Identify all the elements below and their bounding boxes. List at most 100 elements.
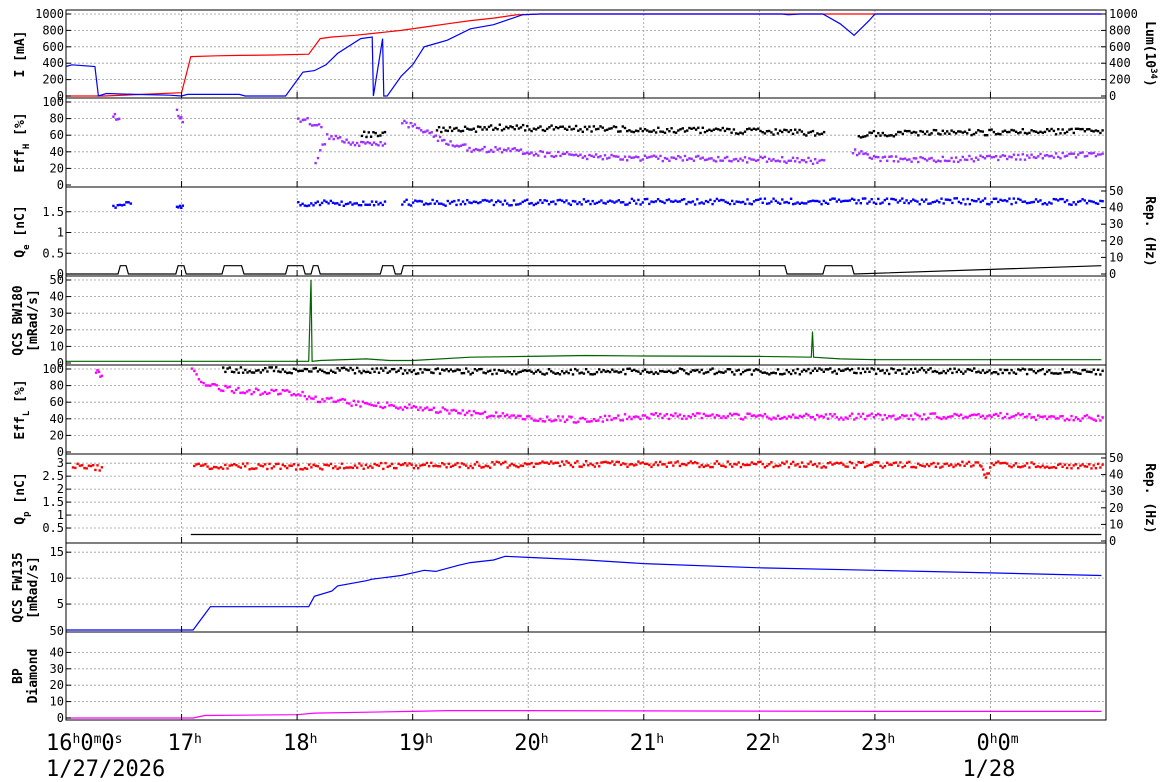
data-point bbox=[848, 369, 852, 372]
data-point bbox=[395, 467, 398, 470]
data-point bbox=[850, 197, 854, 200]
data-point bbox=[326, 133, 329, 136]
data-point bbox=[1054, 372, 1058, 375]
data-point bbox=[672, 200, 675, 203]
data-point bbox=[713, 416, 716, 419]
x-tick-label-part: m bbox=[1011, 732, 1019, 747]
data-point bbox=[1072, 419, 1075, 422]
data-point bbox=[477, 201, 480, 205]
data-point bbox=[835, 200, 838, 203]
data-point bbox=[261, 369, 265, 372]
data-point bbox=[470, 414, 473, 417]
data-point bbox=[612, 417, 616, 420]
data-point bbox=[676, 370, 679, 373]
data-point bbox=[864, 465, 867, 469]
data-point bbox=[288, 464, 291, 467]
data-point bbox=[1074, 463, 1078, 466]
data-point bbox=[672, 414, 675, 418]
data-point bbox=[388, 464, 392, 468]
series-line bbox=[66, 555, 1102, 631]
data-point bbox=[811, 162, 815, 165]
data-point bbox=[979, 415, 982, 418]
data-point bbox=[489, 148, 493, 152]
data-point bbox=[988, 154, 991, 158]
data-point bbox=[417, 372, 420, 375]
data-point bbox=[357, 203, 361, 207]
data-point bbox=[721, 126, 724, 130]
data-point bbox=[798, 373, 801, 376]
data-point bbox=[707, 370, 710, 374]
data-point bbox=[599, 155, 602, 158]
data-point bbox=[800, 370, 804, 373]
data-point bbox=[497, 461, 501, 464]
data-point bbox=[734, 132, 738, 135]
data-point bbox=[358, 370, 361, 373]
data-point bbox=[383, 142, 387, 145]
data-point bbox=[241, 462, 245, 465]
data-point bbox=[977, 413, 980, 416]
data-point bbox=[202, 381, 205, 385]
data-point bbox=[457, 145, 461, 148]
data-point bbox=[923, 157, 927, 161]
data-point bbox=[552, 419, 556, 422]
data-point bbox=[690, 157, 693, 160]
data-point bbox=[899, 461, 902, 464]
data-point bbox=[853, 198, 856, 201]
data-point bbox=[921, 156, 924, 160]
data-point bbox=[451, 464, 455, 467]
data-point bbox=[327, 397, 331, 400]
data-point bbox=[885, 369, 889, 372]
data-point bbox=[1059, 372, 1062, 375]
data-point bbox=[974, 156, 978, 159]
data-point bbox=[927, 202, 930, 205]
data-point bbox=[1099, 373, 1102, 376]
data-point bbox=[374, 404, 378, 407]
data-point bbox=[499, 414, 502, 418]
data-point bbox=[750, 461, 753, 464]
y-tick-label: 15 bbox=[50, 545, 64, 559]
data-point bbox=[570, 128, 573, 131]
data-point bbox=[568, 153, 571, 156]
data-point bbox=[349, 143, 352, 146]
data-point bbox=[997, 460, 1000, 463]
data-point bbox=[859, 136, 863, 139]
data-point bbox=[257, 369, 260, 372]
data-point bbox=[604, 202, 607, 205]
data-point bbox=[988, 203, 991, 206]
data-point bbox=[888, 202, 891, 206]
data-point bbox=[626, 417, 629, 421]
data-point bbox=[654, 412, 658, 415]
data-point bbox=[1014, 372, 1018, 375]
data-point bbox=[890, 134, 893, 137]
data-point bbox=[366, 466, 370, 469]
data-point bbox=[898, 369, 902, 372]
data-point bbox=[1052, 372, 1055, 375]
data-point bbox=[539, 125, 542, 128]
data-point bbox=[407, 126, 410, 129]
data-point bbox=[874, 372, 878, 375]
data-point bbox=[436, 465, 439, 468]
data-point bbox=[652, 463, 655, 466]
data-point bbox=[547, 368, 551, 371]
data-point bbox=[1094, 467, 1098, 470]
data-point bbox=[972, 132, 976, 136]
data-point bbox=[652, 413, 655, 416]
data-point bbox=[794, 128, 797, 131]
data-point bbox=[944, 417, 948, 420]
data-point bbox=[844, 368, 847, 371]
y-axis-label-part: [%] bbox=[13, 379, 28, 410]
y-tick-label: 100 bbox=[42, 362, 64, 376]
data-point bbox=[1046, 128, 1049, 131]
data-point bbox=[721, 159, 724, 162]
y-axis-label-part: [nC] bbox=[13, 205, 28, 244]
data-point bbox=[928, 464, 931, 468]
data-point bbox=[918, 203, 921, 206]
data-point bbox=[1096, 202, 1100, 205]
data-point bbox=[292, 367, 296, 370]
y-tick-label: 200 bbox=[42, 73, 64, 87]
data-point bbox=[613, 463, 616, 466]
data-point bbox=[974, 461, 977, 464]
data-point bbox=[491, 461, 494, 464]
data-point bbox=[519, 370, 522, 373]
